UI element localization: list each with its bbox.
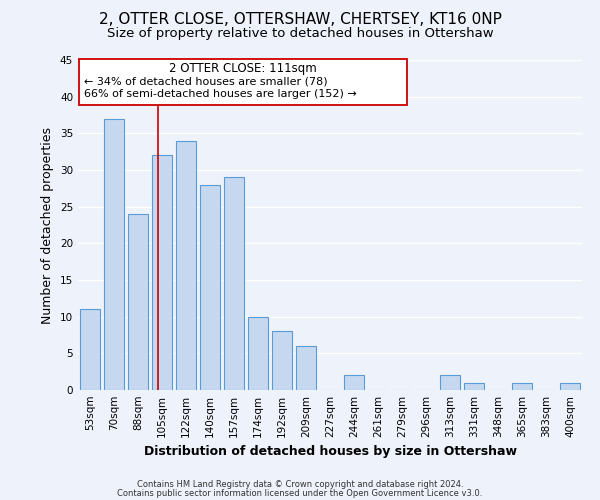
Bar <box>176 140 196 390</box>
Bar <box>248 316 268 390</box>
FancyBboxPatch shape <box>79 58 407 106</box>
Bar <box>224 178 244 390</box>
Bar <box>560 382 580 390</box>
Bar <box>152 156 172 390</box>
Bar <box>272 332 292 390</box>
Y-axis label: Number of detached properties: Number of detached properties <box>41 126 55 324</box>
Bar <box>80 310 100 390</box>
Bar <box>440 376 460 390</box>
Bar <box>344 376 364 390</box>
Text: 2, OTTER CLOSE, OTTERSHAW, CHERTSEY, KT16 0NP: 2, OTTER CLOSE, OTTERSHAW, CHERTSEY, KT1… <box>98 12 502 28</box>
Bar <box>128 214 148 390</box>
Text: Contains HM Land Registry data © Crown copyright and database right 2024.: Contains HM Land Registry data © Crown c… <box>137 480 463 489</box>
Text: Contains public sector information licensed under the Open Government Licence v3: Contains public sector information licen… <box>118 488 482 498</box>
Bar <box>296 346 316 390</box>
Text: 66% of semi-detached houses are larger (152) →: 66% of semi-detached houses are larger (… <box>84 90 357 100</box>
X-axis label: Distribution of detached houses by size in Ottershaw: Distribution of detached houses by size … <box>143 446 517 458</box>
Text: ← 34% of detached houses are smaller (78): ← 34% of detached houses are smaller (78… <box>84 76 328 86</box>
Text: Size of property relative to detached houses in Ottershaw: Size of property relative to detached ho… <box>107 28 493 40</box>
Bar <box>464 382 484 390</box>
Bar <box>200 184 220 390</box>
Bar <box>104 118 124 390</box>
Text: 2 OTTER CLOSE: 111sqm: 2 OTTER CLOSE: 111sqm <box>169 62 317 76</box>
Bar <box>512 382 532 390</box>
